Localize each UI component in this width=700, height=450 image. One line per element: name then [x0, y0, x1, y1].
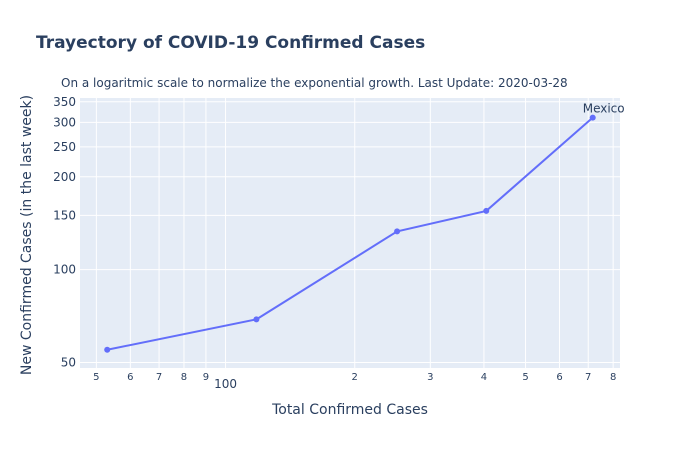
y-tick-label: 200	[53, 170, 76, 184]
plot-background	[80, 98, 620, 368]
data-point	[589, 114, 596, 121]
y-tick-label: 300	[53, 115, 76, 129]
y-tick-label: 350	[53, 95, 76, 109]
x-tick-label: 3	[427, 372, 433, 383]
x-tick-label: 6	[556, 372, 562, 383]
x-tick-label: 5	[522, 372, 528, 383]
x-tick-label: 8	[181, 372, 187, 383]
x-tick-label: 8	[610, 372, 616, 383]
chart-subtitle: On a logaritmic scale to normalize the e…	[61, 76, 568, 90]
x-tick-label: 7	[156, 372, 162, 383]
y-axis-label: New Confirmed Cases (in the last week)	[19, 94, 35, 376]
y-tick-label: 250	[53, 140, 76, 154]
x-tick-label: 100	[214, 377, 237, 391]
y-tick-label: 100	[53, 263, 76, 277]
x-tick-label: 7	[585, 372, 591, 383]
series-end-label: Mexico	[583, 102, 625, 116]
chart-title: Trayectory of COVID-19 Confirmed Cases	[36, 33, 426, 53]
data-point	[394, 228, 401, 235]
y-tick-label: 50	[61, 356, 76, 370]
x-axis-label: Total Confirmed Cases	[272, 402, 428, 418]
x-tick-label: 5	[93, 372, 99, 383]
data-point	[104, 346, 111, 353]
x-tick-label: 9	[203, 372, 209, 383]
data-point	[253, 316, 260, 323]
y-tick-label: 150	[53, 208, 76, 222]
x-tick-label: 2	[352, 372, 358, 383]
x-tick-label: 6	[127, 372, 133, 383]
x-tick-label: 4	[481, 372, 487, 383]
data-point	[483, 207, 490, 214]
